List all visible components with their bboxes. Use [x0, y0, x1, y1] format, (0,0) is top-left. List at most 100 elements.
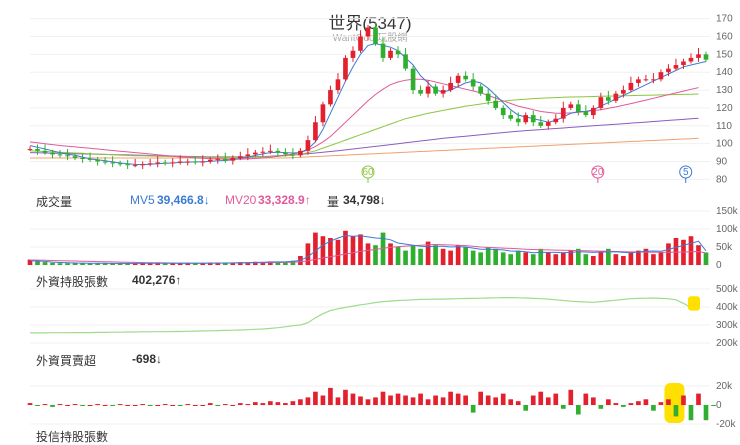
price-tick-label: 110 [716, 121, 732, 132]
candle-body [568, 104, 574, 108]
net-bar [673, 405, 679, 417]
candle-body [57, 154, 63, 156]
series-ma5 [29, 43, 707, 166]
net-bar [192, 405, 198, 406]
price-tick-label: 160 [716, 31, 733, 42]
volume-tick-label: 0 [716, 260, 722, 271]
volume-bar [636, 250, 641, 265]
candle-body [140, 164, 145, 166]
volume-bar [192, 263, 198, 265]
price-tick-label: 130 [716, 85, 733, 96]
series-volume-mv20 [29, 243, 707, 264]
candle-body [606, 97, 611, 101]
series-foreign-holdings [30, 297, 699, 334]
net-bar [545, 397, 551, 405]
net-bar [110, 405, 115, 406]
net-bar [253, 402, 258, 405]
volume-bar [275, 261, 281, 265]
volume-bar [305, 243, 311, 265]
price-tick-label: 80 [716, 174, 728, 185]
net-bar [470, 405, 476, 413]
net-bar [530, 395, 536, 405]
candle-body [110, 162, 115, 164]
net-bar [125, 405, 130, 406]
candle-body [328, 90, 333, 105]
volume-bar [125, 263, 130, 265]
volume-tick-label: 100k [716, 224, 739, 235]
net-bar [140, 404, 145, 406]
candle-body [87, 158, 93, 160]
net-bar [230, 405, 236, 406]
net-bar [538, 391, 544, 405]
net-bar [65, 405, 70, 406]
net-bar [493, 397, 499, 405]
candle-body [222, 158, 228, 161]
volume-bar [598, 252, 604, 265]
candle-body [237, 156, 243, 158]
net-bar [237, 403, 243, 405]
foreign-holdings-panel: 500k 400k 300k 200k [30, 284, 739, 349]
candle-body [185, 161, 191, 163]
volume-bar [80, 263, 85, 265]
candle-body [478, 86, 483, 94]
volume-bar [560, 252, 566, 265]
price-tick-label: 100 [716, 139, 733, 150]
ma-marker-label: 20 [592, 167, 604, 178]
net-bar [290, 401, 296, 405]
net-tick-label: 0 [716, 400, 722, 411]
next-section-label: 投信持股張數 [36, 430, 109, 444]
candle-body [253, 152, 258, 155]
price-tick-label: 150 [716, 49, 733, 60]
net-bar [27, 403, 33, 405]
net-bar [350, 393, 356, 405]
net-bar [440, 397, 446, 405]
foreign-net-section-label: 外資買賣超 [36, 354, 97, 368]
price-panel: 170 160 150 140 130 120 110 100 90 80 60 20 5 [27, 14, 733, 185]
candle-body [275, 150, 281, 153]
vol-value: 34,798↓ [343, 193, 386, 207]
volume-bar [365, 243, 371, 265]
series-ma120 [29, 117, 699, 158]
mv5-value: 39,466.8↓ [157, 193, 210, 207]
net-bar [132, 405, 138, 406]
volume-tick-label: 150k [716, 206, 739, 217]
candle-body [245, 154, 251, 157]
volume-bar [621, 256, 626, 265]
net-bar [200, 405, 206, 406]
net-bar [328, 387, 333, 405]
net-bar [50, 405, 55, 407]
net-bar [433, 395, 438, 405]
volume-bar [155, 263, 161, 265]
candle-body [523, 115, 529, 123]
volume-bar [643, 248, 649, 265]
volume-bar [222, 263, 228, 265]
net-bar [395, 393, 401, 405]
volume-bar [403, 250, 408, 265]
volume-bar [230, 262, 236, 265]
volume-bar [117, 263, 123, 265]
volume-bar [50, 262, 55, 265]
candle-body [545, 122, 551, 126]
candle-body [636, 79, 641, 83]
net-bar [613, 403, 619, 405]
candle-body [155, 162, 161, 164]
candle-body [335, 79, 341, 91]
ma-marker-circle [361, 165, 375, 179]
volume-bar [455, 245, 461, 265]
volume-bar [440, 248, 446, 265]
candle-body [207, 159, 213, 162]
volume-bar [245, 262, 251, 265]
volume-bar [328, 238, 333, 265]
net-bar [102, 405, 108, 406]
volume-bar [358, 234, 363, 265]
volume-bar [207, 262, 213, 265]
net-bar [260, 403, 266, 405]
volume-bar [538, 248, 544, 265]
candle-body [591, 107, 596, 116]
candle-body [470, 79, 476, 87]
volume-bar [673, 238, 679, 265]
net-bar [628, 403, 634, 405]
candle-body [283, 152, 288, 155]
candle-body [192, 161, 198, 163]
net-bar [72, 404, 78, 406]
